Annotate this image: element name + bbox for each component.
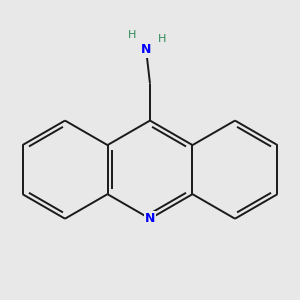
Text: H: H [158,34,166,44]
Text: N: N [141,43,151,56]
Text: N: N [145,212,155,225]
Text: H: H [128,30,136,40]
